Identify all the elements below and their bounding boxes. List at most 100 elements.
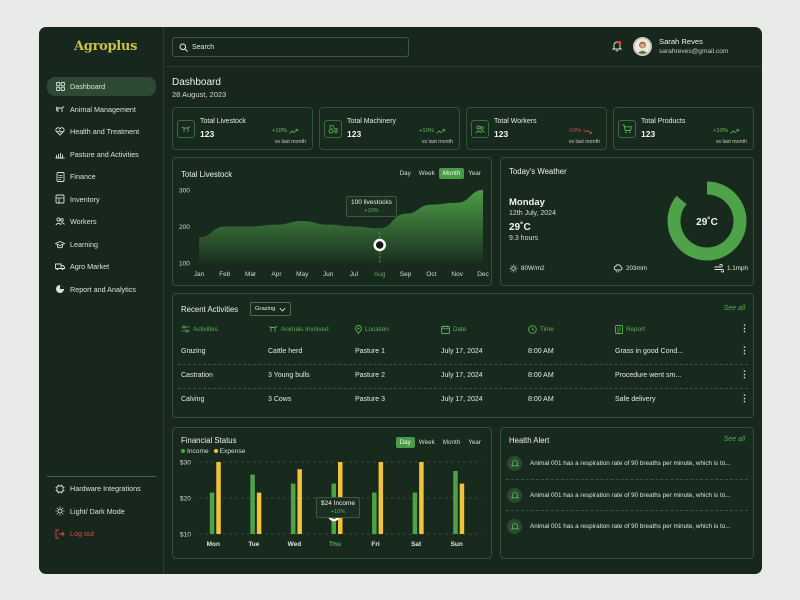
location-pin-icon xyxy=(355,325,362,334)
x-tick-label: May xyxy=(296,271,309,278)
highlight-point[interactable] xyxy=(373,238,386,252)
livestock-chart-card: Total Livestock Day Week Month Year 300 2… xyxy=(172,157,492,286)
alert-item[interactable]: Animal 001 has a respiration rate of 90 … xyxy=(507,514,750,538)
stat-card-products[interactable]: Total Products 123 +10% vs last month xyxy=(613,107,754,150)
stat-change: -10% xyxy=(567,128,592,134)
sidebar-item-report[interactable]: Report and Analytics xyxy=(47,280,156,299)
tab-year[interactable]: Year xyxy=(468,439,481,446)
sidebar-item-dashboard[interactable]: Dashboard xyxy=(47,77,156,96)
tab-day[interactable]: Day xyxy=(399,170,411,177)
people-icon xyxy=(471,120,489,138)
logout-button[interactable]: Log out xyxy=(47,524,156,543)
column-header-activities[interactable]: Activities xyxy=(181,325,218,333)
sidebar-item-hardware[interactable]: Hardware Integrations xyxy=(47,479,156,498)
y-tick-label: $20 xyxy=(180,496,191,503)
sidebar-item-label: Learning xyxy=(70,239,98,249)
health-see-all-link[interactable]: See all xyxy=(723,436,745,443)
row-menu-icon[interactable]: ⋮ xyxy=(740,369,749,379)
cow-icon xyxy=(55,104,65,114)
bar-expense[interactable] xyxy=(256,492,262,534)
alert-text: Animal 001 has a respiration rate of 90 … xyxy=(530,491,731,499)
sidebar-item-inventory[interactable]: Inventory xyxy=(47,190,156,209)
column-header-time[interactable]: Time xyxy=(528,325,554,334)
sidebar-item-learning[interactable]: Learning xyxy=(47,235,156,254)
column-header-location[interactable]: Location xyxy=(355,325,389,334)
chip-icon xyxy=(55,484,65,494)
table-cell: Castration xyxy=(181,372,213,379)
bar-expense[interactable] xyxy=(419,462,424,534)
sidebar-item-pasture[interactable]: Pasture and Activities xyxy=(47,145,156,164)
theme-toggle[interactable]: Light/ Dark Mode xyxy=(47,502,156,521)
bar-income[interactable] xyxy=(453,471,458,534)
notification-bell-icon[interactable] xyxy=(611,39,623,57)
bar-income[interactable] xyxy=(209,492,215,534)
columns-menu-icon[interactable]: ⋮ xyxy=(740,323,749,333)
x-tick-label: Feb xyxy=(219,271,231,278)
sidebar-item-animal-management[interactable]: Animal Management xyxy=(47,100,156,119)
wind-icon xyxy=(714,264,724,273)
bar-income[interactable] xyxy=(412,492,418,534)
stat-card-workers[interactable]: Total Workers 123 -10% vs last month xyxy=(466,107,607,150)
activity-filter-dropdown[interactable]: Grazing xyxy=(250,302,292,316)
people-icon xyxy=(55,217,65,227)
tab-year[interactable]: Year xyxy=(468,170,481,177)
sidebar-item-agro-market[interactable]: Agro Market xyxy=(47,257,156,276)
alert-item[interactable]: Animal 001 has a respiration rate of 90 … xyxy=(507,451,750,475)
search-input[interactable]: Search xyxy=(172,37,409,57)
activities-see-all-link[interactable]: See all xyxy=(723,305,745,312)
stat-card-machinery[interactable]: Total Machinery 123 +10% vs last month xyxy=(319,107,460,150)
report-icon xyxy=(615,325,623,334)
row-menu-icon[interactable]: ⋮ xyxy=(740,345,749,355)
column-header-animals[interactable]: Animals Involved xyxy=(268,325,329,333)
bar-expense[interactable] xyxy=(459,483,465,534)
legend-label: Income xyxy=(187,448,209,455)
tab-month[interactable]: Month xyxy=(438,168,465,179)
sun-icon xyxy=(55,506,65,516)
sidebar-item-health[interactable]: Health and Treatment xyxy=(47,122,156,141)
avatar[interactable] xyxy=(633,37,652,56)
rain-value: 203mm xyxy=(626,265,647,272)
tab-day[interactable]: Day xyxy=(395,437,415,448)
alert-item[interactable]: Animal 001 has a respiration rate of 90 … xyxy=(507,483,750,507)
financial-tooltip: $24 Income +10% xyxy=(316,497,360,518)
bar-expense[interactable] xyxy=(297,469,302,534)
stat-title: Total Products xyxy=(641,118,686,125)
x-tick-label: Thu xyxy=(329,541,341,548)
truck-icon xyxy=(55,262,65,272)
bar-expense[interactable] xyxy=(378,462,384,534)
tab-week[interactable]: Week xyxy=(418,170,435,177)
sidebar-item-label: Report and Analytics xyxy=(70,284,136,294)
health-title: Health Alert xyxy=(509,436,550,445)
weather-day: Monday xyxy=(509,197,545,208)
table-cell: Procedure went sm... xyxy=(615,372,682,379)
sidebar-item-label: Log out xyxy=(70,529,94,538)
sidebar-item-finance[interactable]: Finance xyxy=(47,167,156,186)
bar-income[interactable] xyxy=(372,492,377,534)
y-tick-label: 200 xyxy=(179,224,190,231)
stat-title: Total Machinery xyxy=(347,118,397,125)
column-header-report[interactable]: Report xyxy=(615,325,645,334)
row-menu-icon[interactable]: ⋮ xyxy=(740,393,749,403)
tab-month[interactable]: Month xyxy=(442,439,461,446)
bar-expense[interactable] xyxy=(216,462,221,534)
field-icon xyxy=(55,149,65,159)
column-header-date[interactable]: Date xyxy=(441,325,466,334)
tab-week[interactable]: Week xyxy=(418,439,435,446)
app-logo[interactable]: Agroplus xyxy=(74,39,138,54)
sidebar-item-workers[interactable]: Workers xyxy=(47,212,156,231)
x-tick-label: Wed xyxy=(288,541,302,548)
stat-value: 123 xyxy=(494,129,509,139)
cart-icon xyxy=(618,120,636,138)
bar-income[interactable] xyxy=(250,474,255,534)
stat-period: vs last month xyxy=(568,139,600,145)
table-cell: 8:00 AM xyxy=(528,372,554,379)
graduation-cap-icon xyxy=(55,239,65,249)
weather-date: 12th July, 2024 xyxy=(509,210,556,217)
table-cell: Cattle herd xyxy=(268,348,303,355)
livestock-area-chart[interactable]: 300 200 100 Jan Feb Mar Apr May Jun Jul Aug Sep Oct… xyxy=(173,182,491,285)
stat-value: 123 xyxy=(347,129,362,139)
table-cell: July 17, 2024 xyxy=(441,348,483,355)
bar-income[interactable] xyxy=(290,483,296,534)
weather-temperature: 29˚C xyxy=(509,222,531,233)
stat-card-livestock[interactable]: Total Livestock 123 +10% vs last month xyxy=(172,107,313,150)
